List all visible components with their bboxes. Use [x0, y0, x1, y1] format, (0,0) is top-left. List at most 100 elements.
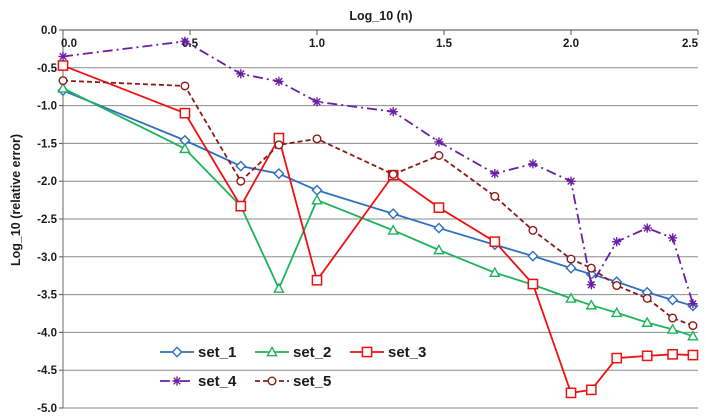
data-point-set_2	[585, 299, 598, 310]
series-set_5	[58, 76, 698, 331]
data-point-set_2	[433, 243, 445, 255]
data-point-set_3	[565, 387, 577, 399]
legend-label-set_4: set_4	[198, 373, 237, 390]
data-point-set_5	[274, 140, 284, 150]
data-point-set_2	[610, 306, 623, 318]
data-point-set_4	[58, 51, 68, 62]
data-point-set_1	[433, 222, 445, 234]
data-point-set_4-stroke	[587, 280, 596, 289]
data-point-set_2	[565, 292, 577, 303]
data-point-set_3	[235, 200, 247, 212]
data-point-set_4	[388, 107, 398, 117]
x-tick-label: 1.0	[309, 38, 325, 50]
data-point-set_3	[611, 352, 623, 364]
data-point-set_5	[58, 76, 68, 86]
legend-label-set_3: set_3	[388, 344, 426, 361]
legend-marker-set_1	[171, 346, 183, 358]
data-point-set_1	[311, 184, 323, 196]
data-point-set_3	[433, 202, 445, 214]
data-point-set_3	[489, 236, 501, 248]
data-point-set_4	[688, 299, 698, 309]
data-point-set_4	[236, 69, 246, 79]
series-line-set_4	[62, 40, 694, 304]
legend-item-set_4: set_4	[160, 373, 237, 390]
data-point-set_4	[586, 280, 596, 290]
data-point-set_4	[434, 137, 444, 147]
data-point-set_2	[489, 266, 501, 278]
data-point-set_2	[387, 224, 399, 235]
legend-item-set_1: set_1	[160, 344, 236, 361]
y-tick-label: -2.5	[37, 214, 57, 226]
data-point-set_4-stroke	[59, 52, 67, 61]
series-set_2	[57, 82, 699, 341]
series-line-set_2	[62, 87, 694, 338]
data-point-set_3	[585, 384, 597, 396]
legend-item-set_5: set_5	[255, 373, 331, 390]
legend-marker-set_4	[172, 376, 182, 386]
series-line-set_5	[62, 79, 694, 327]
data-point-set_3	[687, 349, 699, 361]
data-point-set_5	[612, 281, 622, 291]
y-tick-label: -5.0	[37, 403, 57, 414]
x-tick-label: 0.0	[61, 38, 77, 50]
data-point-set_3	[179, 107, 191, 119]
data-point-set_4	[642, 223, 652, 233]
data-point-set_4-stroke	[181, 37, 189, 46]
y-axis-title: Log_10 (relative error)	[9, 134, 23, 266]
data-point-set_4	[528, 159, 538, 169]
legend: set_1 set_2 set_3 set_4 set_5	[160, 344, 426, 390]
series-layer	[57, 36, 699, 399]
data-point-set_2	[641, 316, 653, 327]
data-point-set_5	[586, 263, 596, 273]
data-point-set_4-stroke	[275, 77, 283, 86]
legend-marker-set_3	[361, 346, 373, 358]
data-point-set_5	[642, 293, 652, 303]
data-point-set_5	[180, 81, 190, 91]
data-point-set_4-stroke	[389, 107, 398, 116]
series-line-set_3	[62, 64, 693, 394]
data-point-set_3	[667, 348, 678, 360]
data-point-set_5	[668, 313, 678, 323]
data-point-set_5	[236, 176, 246, 186]
legend-item-set_3: set_3	[350, 344, 426, 361]
data-point-set_5	[688, 321, 698, 331]
data-point-set_2	[273, 282, 285, 293]
data-point-set_5	[388, 169, 398, 179]
legend-label-set_1: set_1	[198, 344, 236, 361]
data-point-set_1	[235, 160, 247, 172]
data-point-set_4	[490, 169, 500, 179]
legend-marker-set_2	[266, 345, 278, 357]
data-point-set_4-stroke	[435, 138, 443, 146]
legend-marker-set_4-stroke	[173, 377, 181, 385]
data-point-set_4-stroke	[567, 177, 575, 186]
data-point-set_1	[667, 294, 679, 306]
series-set_1	[57, 84, 699, 312]
x-axis-title: Log_10 (n)	[349, 9, 412, 23]
data-point-set_2	[666, 323, 679, 334]
x-tick-label: 1.5	[436, 38, 453, 50]
x-tick-label: 2.5	[682, 38, 699, 50]
y-tick-label: -3.0	[37, 252, 57, 264]
data-point-set_1	[565, 262, 577, 274]
data-point-set_4	[274, 76, 284, 87]
x-tick-label: 2.0	[563, 38, 579, 50]
y-tick-label: -1.5	[37, 138, 57, 150]
data-point-set_4-stroke	[689, 299, 697, 308]
data-point-set_4-stroke	[490, 169, 499, 178]
legend-label-set_2: set_2	[293, 344, 331, 361]
data-point-set_4	[180, 36, 190, 46]
y-tick-label: -3.5	[37, 290, 57, 302]
data-point-set_4	[312, 97, 322, 107]
data-point-set_4-stroke	[668, 234, 677, 242]
data-point-set_2	[179, 142, 191, 154]
data-point-set_5	[434, 150, 444, 160]
y-tick-label: -1.0	[37, 101, 57, 113]
axes: 0.0 -0.5 -1.0 -1.5 -2.0 -2.5 -3.0 -3.5 -4.0 -4.5 -…	[37, 25, 699, 415]
data-point-set_3	[57, 60, 69, 71]
data-point-set_4	[612, 237, 622, 247]
data-point-set_4-stroke	[612, 237, 621, 246]
y-tick-label: -4.0	[37, 327, 57, 339]
gridlines	[63, 29, 698, 409]
